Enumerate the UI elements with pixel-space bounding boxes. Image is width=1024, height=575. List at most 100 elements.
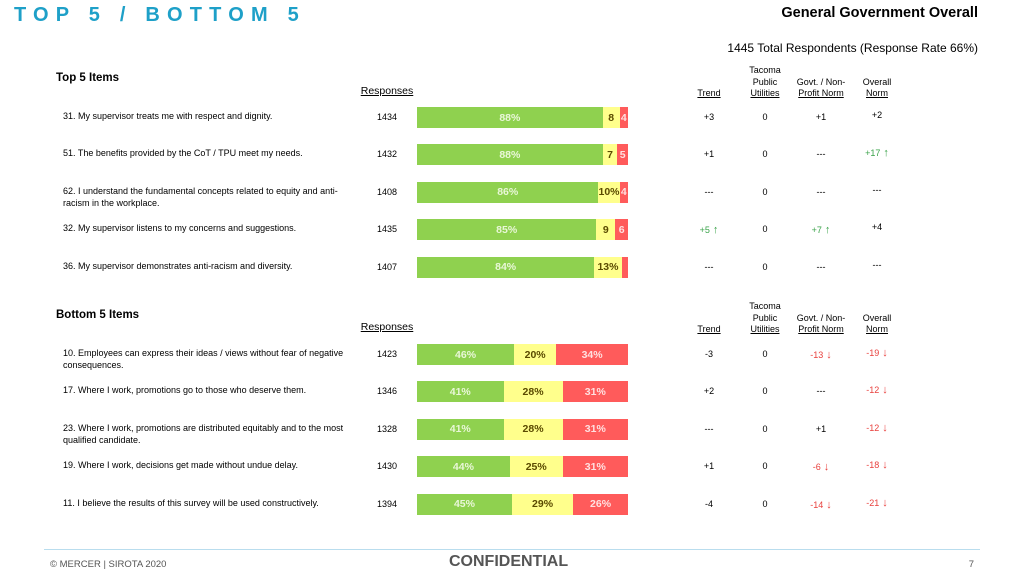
overall-norm-value-value: -19: [866, 348, 880, 358]
arrow-down-icon: ↓: [882, 384, 888, 397]
neutral-segment: 28%: [503, 418, 563, 440]
favorable-segment: 41%: [417, 418, 504, 440]
segment-label: 31%: [584, 385, 606, 398]
confidential-label: CONFIDENTIAL: [449, 553, 569, 570]
overall-norm-value: +4: [845, 222, 909, 232]
responses-value: 1346: [355, 386, 419, 396]
item-text: 19. Where I work, decisions get made wit…: [63, 460, 298, 471]
favorable-segment: 84%: [417, 256, 595, 278]
trend-value-value: -4: [704, 498, 713, 509]
govt-norm-value: +1: [789, 112, 853, 122]
item-text: 17. Where I work, promotions go to those…: [63, 385, 307, 396]
overall-norm-value: ---: [845, 185, 909, 195]
neutral-segment: 10%: [598, 181, 620, 203]
overall-norm-value-value: +17: [865, 148, 881, 159]
segment-label: 41%: [449, 385, 471, 398]
responses-value-value: 1346: [376, 386, 398, 397]
stacked-bar: 45% 29% 26%: [417, 493, 628, 515]
segment-label: 26%: [590, 498, 612, 511]
header-line: Utilities: [750, 324, 780, 334]
tacoma-value: 0: [733, 461, 797, 471]
govt-norm-value: -14 ↓: [789, 499, 853, 511]
responses-value-value: 1394: [376, 498, 398, 509]
overall-norm-value: -21 ↓: [845, 497, 909, 509]
tacoma-value: 0: [733, 349, 797, 359]
stacked-bar: 41% 28% 31%: [417, 418, 628, 440]
trend-value: +1: [677, 461, 741, 471]
item-text: 32. My supervisor listens to my concerns…: [63, 223, 297, 234]
favorable-segment: 86%: [417, 181, 599, 203]
responses-header: Responses: [360, 321, 414, 333]
stacked-bar: 41% 28% 31%: [417, 381, 628, 403]
neutral-segment: 9: [596, 219, 616, 241]
trend-value: ---: [677, 424, 741, 434]
govt-norm-value-value: -6: [812, 462, 821, 473]
responses-value-value: 1430: [376, 461, 398, 472]
govt-norm-value: -6 ↓: [789, 461, 853, 473]
responses-value: 1435: [355, 224, 419, 234]
stacked-bar: 88% 7 5: [417, 144, 628, 166]
overall-norm-header: Overall Norm: [847, 313, 907, 336]
segment-label: 9: [602, 223, 609, 236]
segment-label: 84%: [495, 261, 517, 274]
segment-label: 31%: [584, 423, 606, 436]
item-text: 11. I believe the results of this survey…: [63, 497, 319, 508]
overall-norm-value-value: -21: [866, 497, 880, 508]
segment-label: 8: [608, 111, 615, 124]
govt-norm-value-value: -13: [810, 350, 824, 360]
responses-value-value: 1328: [376, 423, 398, 434]
tacoma-value-value: 0: [762, 423, 768, 434]
neutral-segment: 25%: [509, 456, 563, 478]
segment-label: 85%: [496, 223, 518, 236]
tacoma-value-value: 0: [762, 261, 768, 272]
responses-value: 1430: [355, 461, 419, 471]
arrow-down-icon: ↓: [882, 459, 888, 472]
segment-label: 34%: [581, 348, 603, 361]
overall-norm-value: -18 ↓: [845, 459, 909, 471]
segment-label: 28%: [522, 385, 544, 398]
stacked-bar: 86% 10% 4: [417, 181, 628, 203]
unfavorable-segment: 4: [619, 107, 628, 128]
arrow-up-icon: ↑: [712, 224, 719, 237]
segment-label: 4: [620, 111, 627, 124]
trend-header: Trend: [697, 88, 721, 98]
segment-label: 7: [607, 148, 613, 161]
segment-label: 29%: [532, 498, 554, 511]
segment-label: 6: [618, 223, 625, 236]
govt-norm-value: ---: [789, 262, 853, 272]
segment-label: 88%: [499, 111, 521, 124]
trend-header: Trend: [697, 324, 721, 334]
header-line: Overall: [862, 312, 892, 323]
tacoma-value: 0: [733, 224, 797, 234]
section-title: Bottom 5 Items: [56, 309, 140, 321]
neutral-segment: 29%: [511, 493, 574, 515]
unfavorable-segment: 26%: [573, 493, 628, 515]
unfavorable-segment: 31%: [562, 381, 628, 403]
overall-norm-value: ---: [845, 260, 909, 270]
header-line: Public: [752, 312, 778, 323]
segment-label: 31%: [584, 460, 606, 473]
favorable-segment: 85%: [417, 219, 597, 241]
neutral-segment: 13%: [594, 256, 622, 278]
stacked-bar: 46% 20% 34%: [417, 344, 628, 365]
tacoma-value: 0: [733, 424, 797, 434]
item-text: 31. My supervisor treats me with respect…: [63, 111, 273, 121]
neutral-segment: 28%: [503, 381, 563, 403]
trend-value-value: +5: [699, 225, 710, 236]
tacoma-value: 0: [733, 149, 797, 159]
page-number: 7: [968, 559, 974, 570]
unfavorable-segment: 31%: [562, 418, 628, 440]
respondents-summary: 1445 Total Respondents (Response Rate 66…: [727, 41, 978, 55]
trend-value: ---: [677, 262, 741, 272]
unfavorable-segment: 31%: [562, 456, 628, 478]
govt-norm-value-value: +1: [815, 112, 827, 122]
overall-norm-value: -12 ↓: [845, 384, 909, 396]
responses-value: 1423: [355, 349, 419, 359]
govt-norm-value: ---: [789, 386, 853, 396]
unfavorable-segment: 34%: [556, 344, 628, 365]
responses-value: 1432: [355, 149, 419, 159]
header-line: Public: [752, 76, 778, 87]
arrow-down-icon: ↓: [882, 421, 888, 434]
tacoma-value-value: 0: [762, 349, 768, 359]
page-title: TOP 5 / BOTTOM 5: [14, 4, 306, 26]
